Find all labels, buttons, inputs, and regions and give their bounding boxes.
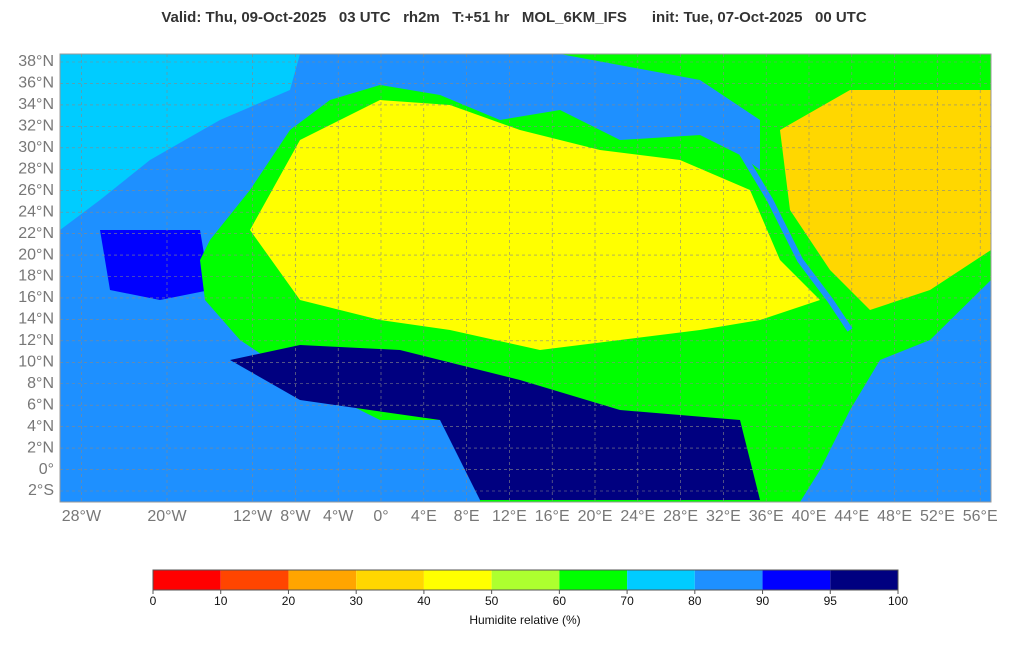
lon-label: 12°E xyxy=(492,508,527,525)
lon-label: 24°E xyxy=(620,508,655,525)
colorbar-tick-label: 20 xyxy=(282,594,296,608)
colorbar-segment xyxy=(423,570,492,590)
lon-label: 8°W xyxy=(280,508,311,525)
lat-label: 14°N xyxy=(18,311,54,328)
lat-label: 12°N xyxy=(18,332,54,349)
map xyxy=(59,53,992,503)
lat-label: 38°N xyxy=(18,53,54,70)
colorbar-tick-label: 100 xyxy=(888,594,908,608)
lat-label: 6°N xyxy=(27,396,54,413)
lat-label: 4°N xyxy=(27,418,54,435)
lat-label: 28°N xyxy=(18,160,54,177)
colorbar-tick-label: 50 xyxy=(485,594,499,608)
lon-label: 12°W xyxy=(233,508,273,525)
lon-label: 48°E xyxy=(877,508,912,525)
map-frame xyxy=(59,53,992,503)
lon-label: 20°E xyxy=(578,508,613,525)
colorbar-segment xyxy=(559,570,628,590)
lon-label: 40°E xyxy=(792,508,827,525)
lat-label: 22°N xyxy=(18,225,54,242)
colorbar-label: Humidite relative (%) xyxy=(469,613,580,627)
lat-label: 36°N xyxy=(18,75,54,92)
lat-label: 18°N xyxy=(18,268,54,285)
colorbar-tick-label: 40 xyxy=(417,594,431,608)
lon-label: 4°E xyxy=(411,508,437,525)
colorbar-segment xyxy=(153,570,221,590)
colorbar-segment xyxy=(220,570,289,590)
lat-label: 2°S xyxy=(28,482,54,499)
colorbar-segment xyxy=(288,570,357,590)
lon-label: 0° xyxy=(373,508,388,525)
title: Valid: Thu, 09-Oct-2025 03 UTC rh2m T:+5… xyxy=(161,9,866,26)
lon-label: 44°E xyxy=(834,508,869,525)
colorbar-segment xyxy=(627,570,695,590)
colorbar-segment xyxy=(762,570,831,590)
colorbar-segment xyxy=(694,570,763,590)
lat-label: 2°N xyxy=(27,439,54,456)
lon-label: 32°E xyxy=(706,508,741,525)
atlantic-north xyxy=(60,54,300,230)
colorbar-frame xyxy=(152,569,899,591)
lat-label: 16°N xyxy=(18,289,54,306)
lon-label: 56°E xyxy=(963,508,998,525)
lon-label: 28°W xyxy=(62,508,102,525)
colorbar-segment xyxy=(830,570,898,590)
lat-label: 0° xyxy=(39,461,54,478)
colorbar-segment xyxy=(491,570,560,590)
lat-label: 10°N xyxy=(18,354,54,371)
lat-label: 26°N xyxy=(18,182,54,199)
lon-label: 8°E xyxy=(454,508,480,525)
sahara-dry xyxy=(250,100,820,350)
colorbar-tick-label: 10 xyxy=(214,594,228,608)
lon-label: 52°E xyxy=(920,508,955,525)
colorbar-tick-label: 60 xyxy=(553,594,567,608)
red-sea xyxy=(737,148,853,332)
atlantic-moist xyxy=(100,230,210,300)
lon-label: 20°W xyxy=(147,508,187,525)
colorbar-tick-label: 95 xyxy=(824,594,838,608)
lon-label: 36°E xyxy=(749,508,784,525)
lat-label: 8°N xyxy=(27,375,54,392)
colorbar-tick-label: 70 xyxy=(620,594,634,608)
lat-label: 32°N xyxy=(18,118,54,135)
colorbar-tick-label: 90 xyxy=(756,594,770,608)
colorbar: 0 10 20 30 40 50 60 70 80 90 95 100 xyxy=(150,569,908,608)
lat-label: 30°N xyxy=(18,139,54,156)
lat-label: 34°N xyxy=(18,96,54,113)
lat-label: 24°N xyxy=(18,203,54,220)
lon-label: 28°E xyxy=(663,508,698,525)
lon-label: 4°W xyxy=(323,508,354,525)
grid xyxy=(60,54,991,502)
lon-label: 16°E xyxy=(535,508,570,525)
colorbar-tick-label: 0 xyxy=(150,594,157,608)
colorbar-segment xyxy=(356,570,424,590)
colorbar-tick-label: 80 xyxy=(688,594,702,608)
lat-label: 20°N xyxy=(18,246,54,263)
colorbar-tick-label: 30 xyxy=(350,594,364,608)
